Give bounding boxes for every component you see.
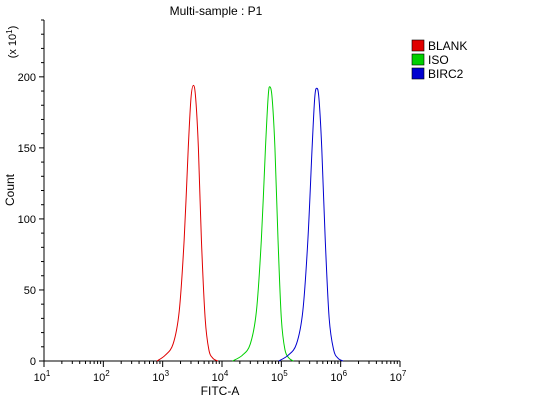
y-multiplier-label: (x 101) [5,26,19,59]
x-tick-exponent: 4 [224,369,229,378]
chart-title: Multi-sample : P1 [170,4,263,18]
y-tick-label: 50 [24,285,36,297]
x-tick-exponent: 1 [46,369,51,378]
y-tick-label: 200 [18,72,36,84]
legend-swatch [411,39,425,52]
x-tick-label: 105 [271,369,288,384]
legend-entry-label: BLANK [428,39,467,53]
x-tick-base: 10 [390,372,402,384]
y-multiplier-exponent: 1 [5,29,14,34]
legend-swatch [411,53,425,66]
x-tick-base: 10 [271,372,283,384]
legend-entry-label: ISO [428,53,449,67]
x-tick-base: 10 [93,372,105,384]
x-tick-exponent: 2 [105,369,110,378]
series-lines [156,84,344,362]
x-ticks: 101 102 103 104 105 106 107 [34,361,407,384]
y-multiplier-suffix: ) [7,26,19,30]
x-tick-label: 103 [152,369,169,384]
x-tick-exponent: 7 [402,369,407,378]
y-ticks: 0 50 100 150 200 [18,19,44,368]
series-line-birc2 [278,87,344,362]
plot-frame [43,20,400,362]
y-tick-label: 150 [18,143,36,155]
x-tick-label: 107 [390,369,407,384]
x-axis-label: FITC-A [201,384,240,398]
series-line-blank [156,84,219,362]
x-tick-base: 10 [34,372,46,384]
x-tick-exponent: 3 [165,369,170,378]
x-tick-label: 106 [330,369,347,384]
legend-entry-label: BIRC2 [428,67,464,81]
y-multiplier-prefix: (x 10 [7,34,19,58]
x-tick-base: 10 [330,372,342,384]
series-line-iso [232,86,294,362]
y-axis-label: Count [3,173,17,206]
x-tick-label: 102 [93,369,110,384]
x-tick-exponent: 6 [343,369,348,378]
x-tick-label: 104 [212,369,229,384]
x-tick-label: 101 [34,369,51,384]
x-tick-base: 10 [212,372,224,384]
legend-swatch [411,67,425,80]
x-tick-exponent: 5 [283,369,288,378]
y-tick-label: 0 [30,356,36,368]
y-tick-label: 100 [18,214,36,226]
x-tick-base: 10 [152,372,164,384]
